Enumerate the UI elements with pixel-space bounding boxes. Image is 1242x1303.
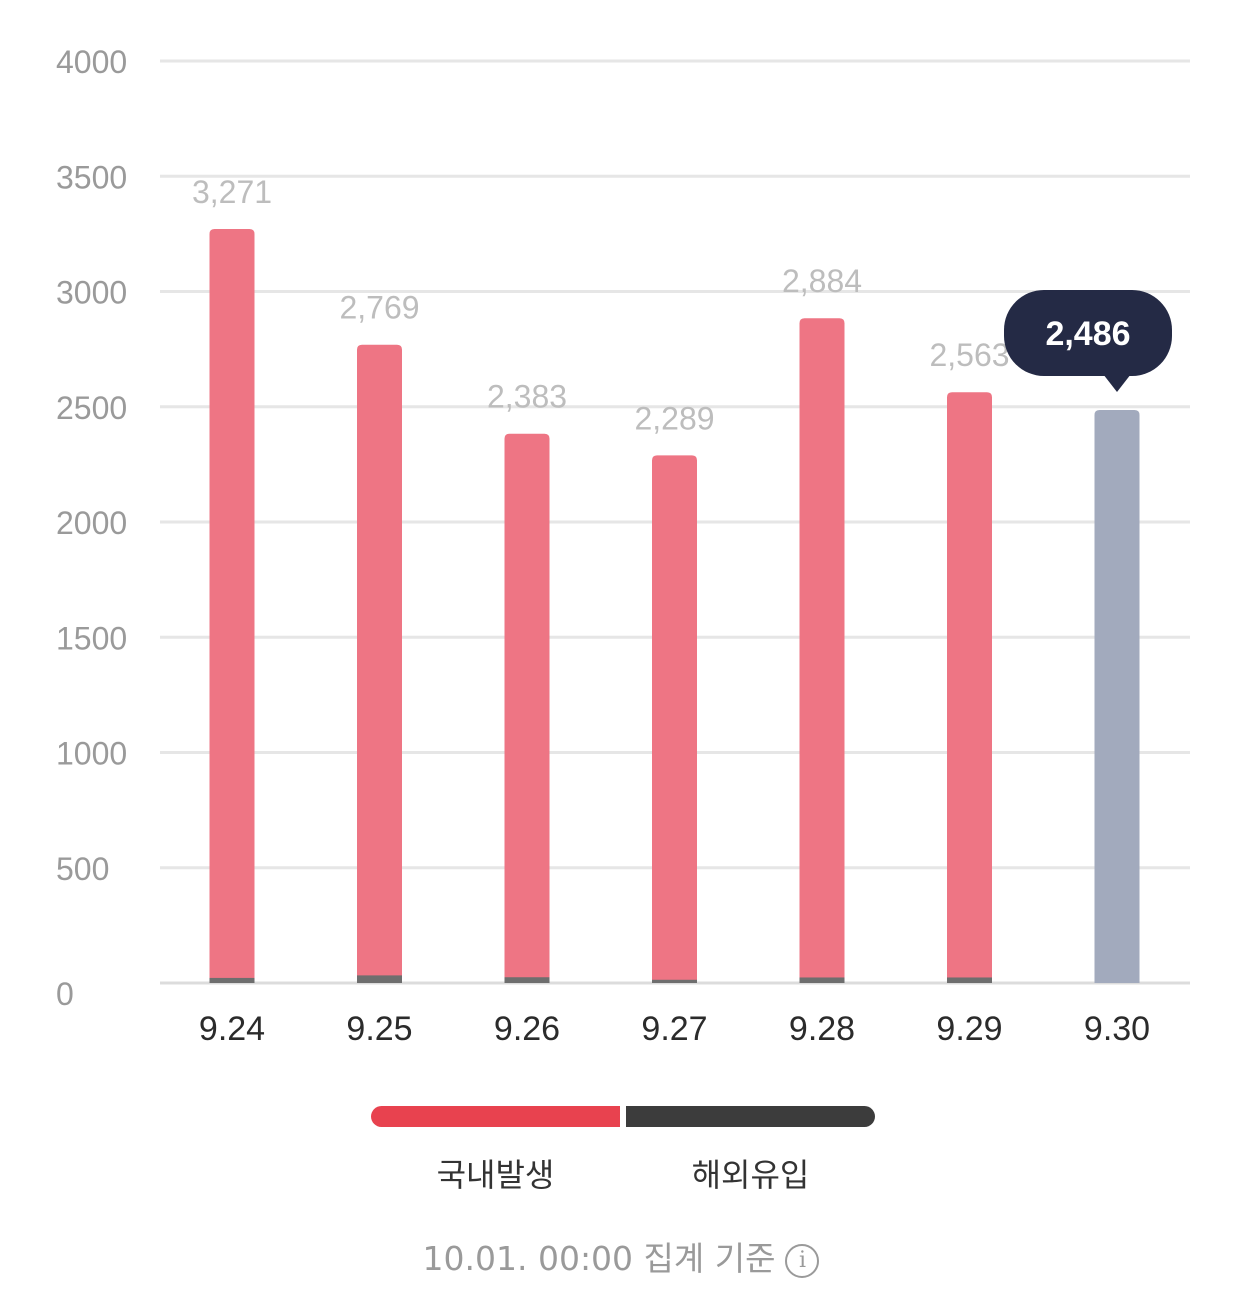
legend-swatch-domestic[interactable] (371, 1106, 620, 1127)
bar-imported[interactable] (209, 977, 255, 983)
bar-imported[interactable] (357, 975, 402, 983)
bar-domestic[interactable] (799, 318, 845, 983)
bar-value-label: 2,289 (634, 400, 714, 436)
bar-chart: 0 500 1000 1500 2000 2500 3000 3500 4000 3,271 2,… (56, 44, 1190, 1048)
bar-value-label: 2,383 (487, 379, 567, 415)
bar-value-label: 3,271 (192, 174, 272, 210)
bar-domestic[interactable] (947, 392, 992, 983)
x-tick-label: 9.26 (494, 1010, 560, 1048)
legend: 국내발생 해외유입 (371, 1106, 875, 1206)
bar-value-label: 2,769 (339, 290, 419, 326)
y-tick-label: 4000 (56, 44, 127, 80)
bar-domestic[interactable] (504, 433, 550, 983)
bar-domestic[interactable] (357, 344, 402, 984)
bar-imported[interactable] (504, 977, 550, 983)
bars[interactable]: 3,271 2,769 2,383 2,289 2,884 2,563 (192, 174, 1140, 984)
bar-imported[interactable] (652, 979, 697, 983)
tooltip: 2,486 (1004, 289, 1172, 392)
legend-swatch-imported[interactable] (626, 1106, 875, 1127)
legend-label-imported: 해외유입 (691, 1156, 810, 1194)
tooltip-value: 2,486 (1045, 315, 1130, 353)
tooltip-pointer (1103, 373, 1131, 392)
bar-domestic[interactable] (1094, 409, 1140, 983)
x-tick-label: 9.30 (1084, 1010, 1150, 1048)
y-axis-ticks: 0 500 1000 1500 2000 2500 3000 3500 4000 (56, 44, 127, 1012)
bar-value-label: 2,563 (929, 337, 1009, 373)
footnote-text: 10.01. 00:00 집계 기준 (422, 1239, 776, 1278)
bar-value-label: 2,884 (782, 263, 862, 299)
legend-label-domestic: 국내발생 (436, 1156, 555, 1194)
bar-domestic[interactable] (209, 229, 255, 984)
info-icon[interactable]: i (785, 1243, 820, 1278)
y-tick-label: 3000 (56, 275, 127, 311)
x-tick-label: 9.24 (199, 1010, 265, 1048)
tooltip-bubble (1004, 289, 1172, 376)
footnote: 10.01. 00:00 집계 기준 i (0, 1232, 1242, 1280)
y-tick-label: 2000 (56, 505, 127, 541)
x-axis-labels: 9.24 9.25 9.26 9.27 9.28 9.29 9.30 (199, 1010, 1150, 1048)
x-tick-label: 9.27 (641, 1010, 707, 1048)
y-tick-label: 3500 (56, 159, 127, 195)
bar-imported[interactable] (799, 977, 845, 983)
y-tick-label: 500 (56, 851, 109, 887)
y-tick-label: 2500 (56, 390, 127, 426)
x-tick-label: 9.25 (346, 1010, 412, 1048)
bar-imported[interactable] (947, 977, 992, 983)
bar-domestic[interactable] (652, 455, 697, 983)
y-tick-label: 1500 (56, 620, 127, 656)
y-tick-label: 0 (56, 976, 74, 1012)
y-tick-label: 1000 (56, 736, 127, 772)
x-tick-label: 9.28 (789, 1010, 855, 1048)
x-tick-label: 9.29 (936, 1010, 1002, 1048)
